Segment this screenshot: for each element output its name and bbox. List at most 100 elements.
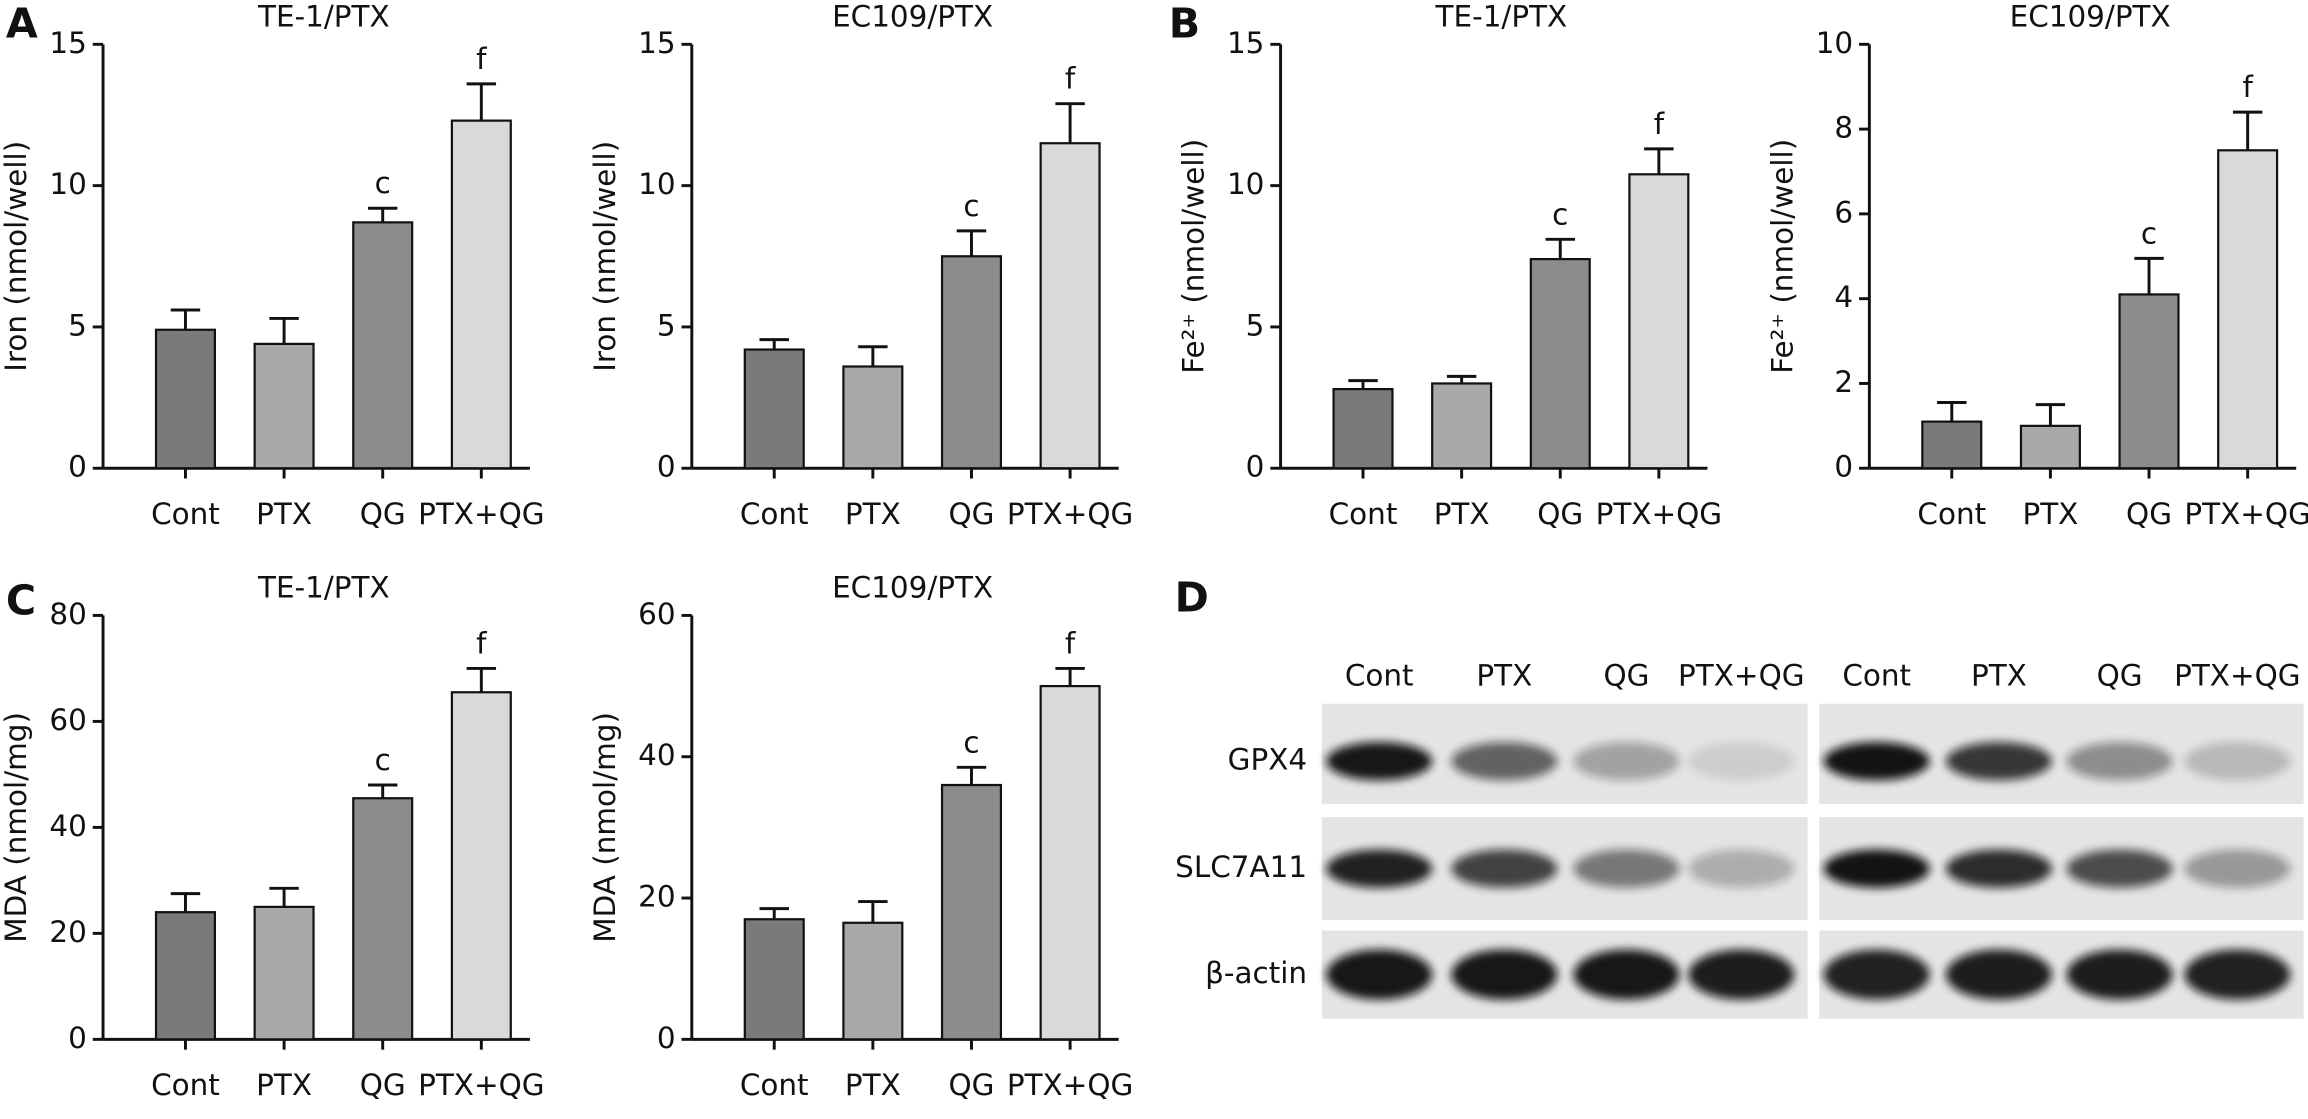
chart-title: EC109/PTX [832,0,993,33]
y-tick-label: 15 [1227,26,1264,60]
blot-band [2066,742,2173,781]
y-tick-label: 0 [1246,450,1265,484]
row-label: β-actin [1205,956,1307,990]
significance-label: f [2242,70,2253,104]
x-tick-label: PTX+QG [2184,497,2308,531]
error-bar [2035,403,2066,426]
y-tick-label: 0 [657,1021,676,1055]
bar [352,221,414,470]
x-tick-label: Cont [1329,497,1398,531]
blot-band [1688,849,1795,888]
bar [450,119,512,470]
error-bar [170,308,201,330]
blot-band [1823,949,1930,1000]
error-bar [1055,102,1085,144]
error-bar [1055,666,1085,687]
y-tick-label: 15 [638,26,675,60]
y-tick-label: 4 [1834,280,1853,314]
y-axis-label: Iron (nmol/well) [588,141,622,372]
y-axis-label: Iron (nmol/well) [0,141,33,372]
y-tick-label: 0 [68,1021,87,1055]
bar [2019,424,2081,470]
lane-label: PTX+QG [1678,659,1804,693]
error-bar [1644,147,1674,175]
bar [352,797,414,1041]
panel-label: C [6,577,36,625]
error-bar [1446,374,1477,384]
blot-band [1823,742,1930,781]
bar [154,911,217,1041]
y-axis-label: MDA (nmol/mg) [588,712,622,943]
bar [253,905,315,1041]
panel-label: A [6,0,38,48]
x-tick-label: QG [948,1068,994,1102]
x-tick-label: Cont [151,1068,220,1102]
lane-label: PTX [1971,659,2027,693]
blot-band [1326,742,1433,781]
bar [842,921,904,1041]
lane-label: PTX+QG [2174,659,2300,693]
bar [743,918,805,1041]
significance-label: c [2141,216,2157,250]
x-tick-label: QG [948,497,994,531]
blot-band [1326,849,1433,888]
y-axis-label: Fe²⁺ (nmol/well) [1765,139,1799,374]
significance-label: f [476,626,487,660]
blot-band [1945,949,2052,1000]
error-bar [956,765,987,786]
lane-label: Cont [1345,659,1414,693]
x-tick-label: PTX [845,497,901,531]
significance-label: c [963,189,979,223]
error-bar [466,666,497,693]
bar [2217,149,2279,470]
chart-title: TE-1/PTX [1435,0,1568,33]
bar [743,348,805,470]
chart-title: TE-1/PTX [257,0,390,33]
y-tick-label: 5 [68,308,87,342]
x-tick-label: QG [360,1068,406,1102]
bar [253,342,315,470]
error-bar [367,206,398,223]
bar [2118,293,2180,470]
y-tick-label: 15 [49,26,86,60]
blot-band [1823,849,1930,888]
bar [1039,142,1101,470]
chart-title: EC109/PTX [832,570,993,604]
x-tick-label: PTX [2022,497,2078,531]
x-tick-label: PTX+QG [1596,497,1722,531]
lane-label: PTX [1476,659,1532,693]
x-tick-label: PTX+QG [1007,1068,1133,1102]
error-bar [759,338,789,350]
row-label: GPX4 [1228,743,1307,777]
bar [1332,388,1394,470]
significance-label: f [1065,62,1076,96]
error-bar [858,900,888,923]
blot-band [2066,949,2173,1000]
significance-label: c [963,725,979,759]
significance-label: c [375,743,391,777]
error-bar [466,82,497,121]
y-tick-label: 20 [49,915,86,949]
lane-label: QG [1604,659,1650,693]
blot-band [1573,742,1680,781]
significance-label: f [476,42,487,76]
error-bar [170,892,201,913]
significance-label: f [1065,626,1076,660]
error-bar [956,229,987,257]
y-tick-label: 10 [1227,167,1264,201]
y-tick-label: 10 [49,167,86,201]
blot-band [2066,849,2173,888]
y-tick-label: 60 [638,597,675,631]
panel-label: D [1175,574,1209,622]
y-tick-label: 0 [657,450,676,484]
y-tick-label: 80 [49,597,86,631]
error-bar [269,886,299,907]
bar [1529,258,1591,470]
x-tick-label: QG [360,497,406,531]
bar [842,365,904,470]
y-tick-label: 5 [657,308,676,342]
y-tick-label: 6 [1834,195,1853,229]
y-tick-label: 8 [1834,111,1853,145]
y-axis-label: MDA (nmol/mg) [0,712,33,943]
error-bar [1348,379,1378,390]
